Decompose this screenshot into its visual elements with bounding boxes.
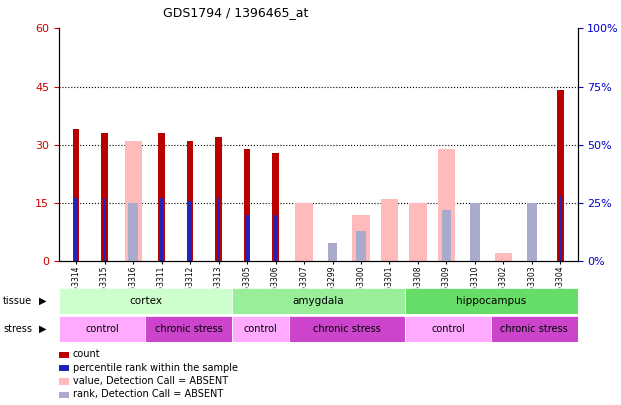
Bar xyxy=(381,199,398,261)
Bar xyxy=(495,254,512,261)
Text: rank, Detection Call = ABSENT: rank, Detection Call = ABSENT xyxy=(73,390,223,399)
Text: value, Detection Call = ABSENT: value, Detection Call = ABSENT xyxy=(73,376,228,386)
Bar xyxy=(353,215,369,261)
Bar xyxy=(557,90,564,261)
Bar xyxy=(559,196,562,261)
Text: cortex: cortex xyxy=(129,296,162,306)
Bar xyxy=(244,149,250,261)
Bar xyxy=(328,243,337,261)
Bar xyxy=(188,201,192,261)
Bar xyxy=(73,129,79,261)
Bar xyxy=(470,203,479,261)
Bar xyxy=(289,316,405,342)
Bar xyxy=(245,215,249,261)
Text: control: control xyxy=(431,324,465,334)
Bar xyxy=(75,198,78,261)
Bar xyxy=(296,203,312,261)
Bar xyxy=(103,198,106,261)
Bar xyxy=(274,215,277,261)
Text: hippocampus: hippocampus xyxy=(456,296,526,306)
Bar xyxy=(101,133,108,261)
Bar xyxy=(272,153,279,261)
Text: control: control xyxy=(244,324,278,334)
Bar xyxy=(158,133,165,261)
Text: percentile rank within the sample: percentile rank within the sample xyxy=(73,363,238,373)
Bar xyxy=(405,316,491,342)
Bar xyxy=(59,288,232,314)
Bar xyxy=(145,316,232,342)
Bar xyxy=(59,316,145,342)
Bar xyxy=(527,203,537,261)
Text: ▶: ▶ xyxy=(39,296,47,306)
Text: GDS1794 / 1396465_at: GDS1794 / 1396465_at xyxy=(163,6,309,19)
Bar xyxy=(125,141,142,261)
Text: tissue: tissue xyxy=(3,296,32,306)
Text: amygdala: amygdala xyxy=(292,296,344,306)
Text: chronic stress: chronic stress xyxy=(155,324,222,334)
Bar xyxy=(409,203,427,261)
Bar xyxy=(232,316,289,342)
Bar xyxy=(215,137,222,261)
Bar xyxy=(187,141,193,261)
Bar xyxy=(438,149,455,261)
Text: control: control xyxy=(85,324,119,334)
Bar xyxy=(160,198,163,261)
Bar xyxy=(405,288,578,314)
Text: chronic stress: chronic stress xyxy=(313,324,381,334)
Bar xyxy=(356,231,366,261)
Text: stress: stress xyxy=(3,324,32,334)
Text: count: count xyxy=(73,350,100,359)
Text: ▶: ▶ xyxy=(39,324,47,334)
Bar xyxy=(232,288,405,314)
Bar xyxy=(491,316,578,342)
Bar xyxy=(217,198,220,261)
Bar xyxy=(129,203,138,261)
Bar xyxy=(442,210,451,261)
Text: chronic stress: chronic stress xyxy=(501,324,568,334)
